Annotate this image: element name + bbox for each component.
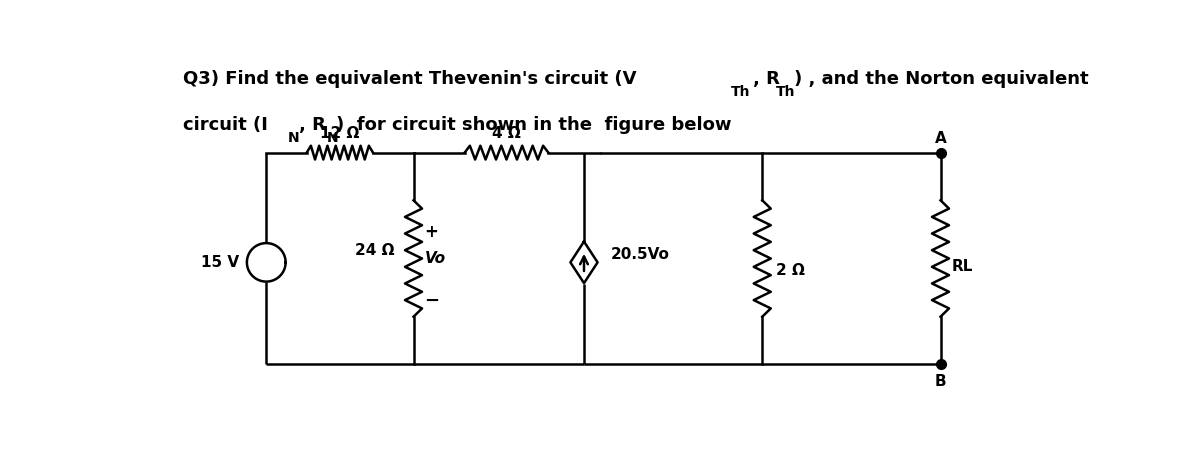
- Text: A: A: [935, 132, 947, 147]
- Text: +: +: [425, 223, 438, 240]
- Text: N: N: [326, 131, 338, 144]
- Text: 15 V: 15 V: [202, 255, 239, 270]
- Text: Th: Th: [776, 85, 796, 99]
- Text: 24 Ω: 24 Ω: [355, 243, 395, 258]
- Text: RL: RL: [952, 259, 973, 274]
- Text: )  for circuit shown in the  figure below: ) for circuit shown in the figure below: [336, 116, 732, 134]
- Text: Th: Th: [731, 85, 751, 99]
- Text: ) , and the Norton equivalent: ) , and the Norton equivalent: [794, 70, 1090, 89]
- Text: −: −: [425, 292, 439, 310]
- Text: , R: , R: [299, 116, 325, 134]
- Text: 12 Ω: 12 Ω: [320, 126, 360, 141]
- Text: 4 Ω: 4 Ω: [492, 126, 521, 141]
- Text: N: N: [288, 131, 299, 144]
- Text: , R: , R: [752, 70, 780, 89]
- Text: B: B: [935, 374, 947, 388]
- Text: 2 Ω: 2 Ω: [776, 263, 805, 277]
- Text: Q3) Find the equivalent Thevenin's circuit (V: Q3) Find the equivalent Thevenin's circu…: [182, 70, 636, 89]
- Text: Vo: Vo: [425, 251, 445, 266]
- Text: 20.5Vo: 20.5Vo: [611, 247, 670, 262]
- Text: circuit (I: circuit (I: [182, 116, 268, 134]
